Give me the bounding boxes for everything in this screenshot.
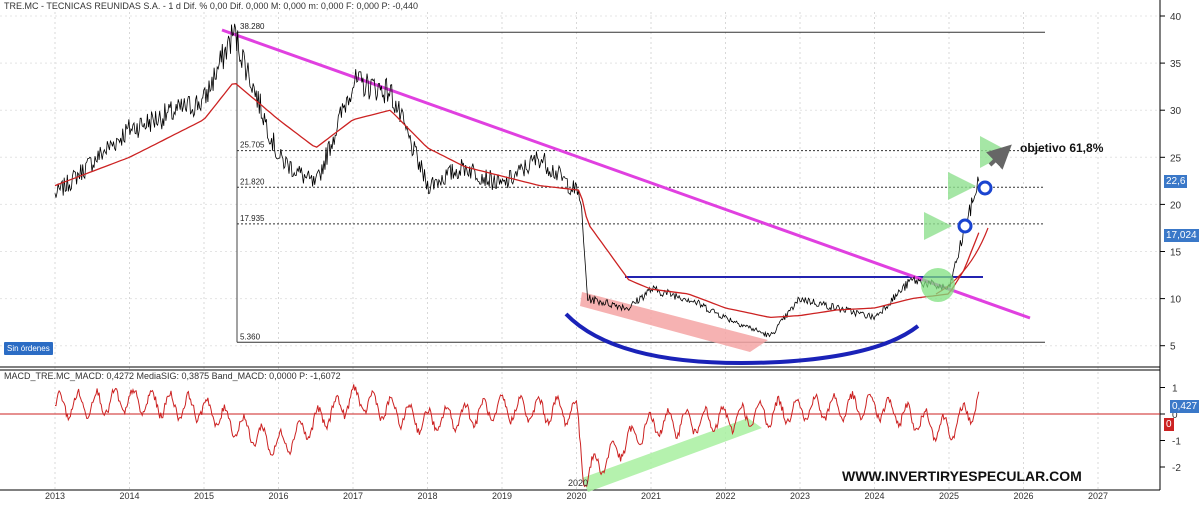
grid [0, 12, 1160, 490]
year-label: 2013 [45, 491, 65, 501]
target-arrow [986, 144, 1012, 170]
macd-header: MACD_TRE.MC_MACD: 0,4272 MediaSIG: 0,387… [4, 371, 341, 381]
level-label: 38.280 [240, 22, 265, 31]
y-tick-label: 5 [1170, 342, 1176, 353]
macd-tick-label: 0 [1172, 410, 1178, 421]
y-tick-label: 40 [1170, 12, 1182, 23]
base-curve-annotation [564, 312, 920, 365]
down-arrow-annotation [580, 292, 768, 352]
level-label: 5.360 [240, 332, 261, 341]
year-label: 2024 [865, 491, 885, 501]
level-label: 17.935 [240, 214, 265, 223]
price-header: TRE.MC - TECNICAS REUNIDAS S.A. - 1 d Di… [4, 1, 418, 11]
year-label: 2016 [269, 491, 289, 501]
target-marker-2 [977, 180, 993, 196]
price-y-axis: 40 35 30 25 20 15 10 5 [1160, 12, 1182, 353]
watermark: WWW.INVERTIRYESPECULAR.COM [842, 468, 1082, 484]
macd-series-group [54, 384, 980, 488]
downtrend-line [221, 28, 1031, 320]
level-label: 21.820 [240, 177, 265, 186]
x-axis-years: 2013 2014 2015 2016 2017 2018 2019 2020 2021 2022… [45, 491, 1108, 501]
y-tick-label: 25 [1170, 153, 1182, 164]
target-marker-1 [957, 218, 973, 234]
breakout-circle [921, 268, 955, 302]
year-label: 2023 [790, 491, 810, 501]
year-label: 2014 [120, 491, 140, 501]
price-line [54, 23, 980, 338]
year-label: 2018 [418, 491, 438, 501]
y-tick-label: 10 [1170, 295, 1182, 306]
macd-tick-label: -2 [1172, 463, 1181, 474]
macd-value-box: 0,427 [1170, 400, 1200, 413]
macd-y-axis: 1 0 -1 -2 [1160, 384, 1181, 474]
level-label: 25.705 [240, 141, 265, 150]
y-tick-label: 20 [1170, 200, 1182, 211]
target-triangle-2 [948, 172, 976, 200]
year-label: 2022 [716, 491, 736, 501]
year-label: 2020 [567, 491, 587, 501]
year-label: 2026 [1014, 491, 1034, 501]
macd-tick-label: 1 [1172, 384, 1178, 395]
y-tick-label: 30 [1170, 106, 1182, 117]
year-label: 2025 [939, 491, 959, 501]
year-label: 2017 [343, 491, 363, 501]
year-label: 2021 [641, 491, 661, 501]
year-label: 2015 [194, 491, 214, 501]
target-annotation: objetivo 61,8% [1020, 141, 1104, 155]
target-triangle-1 [924, 212, 952, 240]
orders-badge[interactable]: Sin órdenes [4, 342, 53, 355]
up-arrow-annotation [582, 418, 762, 492]
macd-tick-label: -1 [1172, 437, 1181, 448]
moving-average-line [54, 83, 980, 319]
y-tick-label: 35 [1170, 59, 1182, 70]
last-price-box-2: 17,024 [1164, 229, 1199, 242]
macd-line [54, 384, 980, 488]
last-price-box-1: 22,6 [1164, 175, 1188, 188]
macd-low-label: 2020 [568, 478, 588, 488]
y-tick-label: 15 [1170, 248, 1182, 259]
macd-zero-box: 0 [1164, 418, 1174, 431]
year-label: 2019 [492, 491, 512, 501]
year-label: 2027 [1088, 491, 1108, 501]
price-series-group [54, 23, 980, 338]
